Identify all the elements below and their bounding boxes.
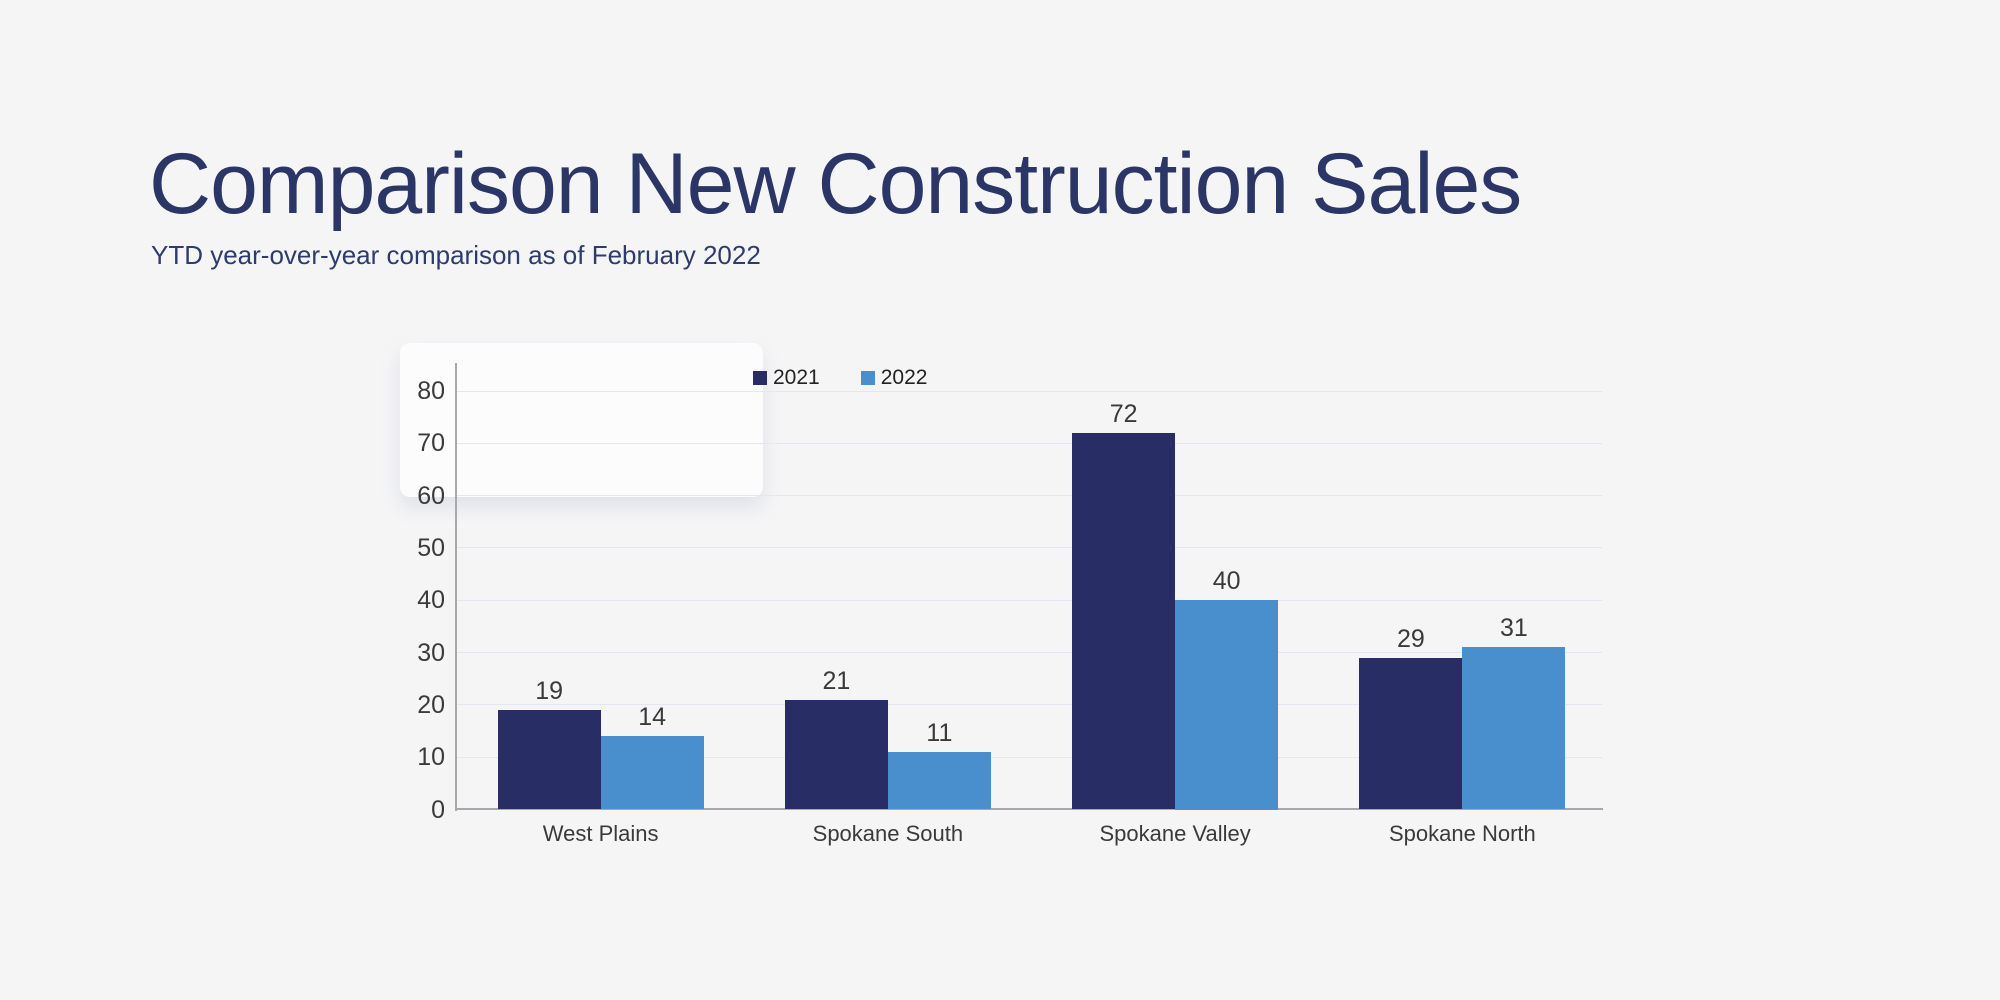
gridline: [457, 756, 1602, 758]
gridline: [457, 495, 1602, 497]
y-axis-tick-label: 70: [417, 429, 445, 458]
bar-2021-spokane-north: [1359, 657, 1463, 810]
legend-item-2021: 2021: [753, 367, 820, 389]
y-axis-tick-label: 80: [417, 377, 445, 405]
y-axis-line: [455, 363, 457, 811]
bar-2022-spokane-south: [887, 751, 991, 810]
bar-value-label: 31: [1499, 614, 1528, 643]
gridline: [457, 547, 1602, 549]
category-label-spokane-south: Spokane South: [812, 821, 964, 846]
bar-value-label: 11: [926, 718, 953, 747]
bar-value-label: 19: [535, 677, 564, 706]
y-axis-tick-label: 30: [417, 638, 445, 667]
legend-item-2022: 2022: [860, 366, 928, 389]
gridline: [457, 704, 1602, 706]
category-label-west-plains: West Plains: [542, 821, 659, 846]
gridline: [457, 652, 1602, 654]
chart-legend: 2021 2022: [753, 367, 927, 389]
category-label-spokane-valley: Spokane Valley: [1099, 821, 1251, 846]
decorative-card-panel: [400, 343, 763, 497]
bar-2021-spokane-south: [784, 699, 888, 810]
legend-swatch-icon: [860, 371, 875, 385]
y-axis-tick-label: 50: [417, 533, 445, 562]
y-axis-tick-label: 10: [417, 743, 445, 772]
legend-swatch-icon: [753, 371, 767, 385]
bar-value-label: 21: [822, 666, 851, 695]
bar-value-label: 40: [1212, 567, 1241, 596]
bar-2021-west-plains: [497, 710, 601, 810]
page-title: Comparison New Construction Sales: [149, 136, 1522, 232]
bar-value-label: 29: [1396, 624, 1425, 653]
bar-2022-spokane-north: [1462, 647, 1566, 810]
bar-value-label: 72: [1109, 399, 1138, 428]
gridline: [457, 599, 1602, 601]
category-label-spokane-north: Spokane North: [1388, 821, 1536, 846]
gridline: [457, 390, 1602, 392]
bar-2022-west-plains: [600, 736, 704, 810]
y-axis-tick-label: 20: [417, 690, 445, 719]
x-axis-line: [455, 808, 1603, 810]
legend-label: 2022: [880, 366, 928, 389]
bar-value-label: 14: [638, 703, 667, 732]
y-axis-tick-label: 40: [417, 586, 445, 615]
legend-label: 2021: [773, 366, 820, 389]
gridline: [457, 442, 1602, 444]
y-axis-tick-label: 60: [417, 481, 445, 510]
y-axis-tick-label: 0: [431, 795, 445, 824]
bar-2021-spokane-valley: [1072, 432, 1176, 810]
page-subtitle: YTD year-over-year comparison as of Febr…: [151, 240, 761, 270]
bar-2022-spokane-valley: [1175, 600, 1279, 810]
